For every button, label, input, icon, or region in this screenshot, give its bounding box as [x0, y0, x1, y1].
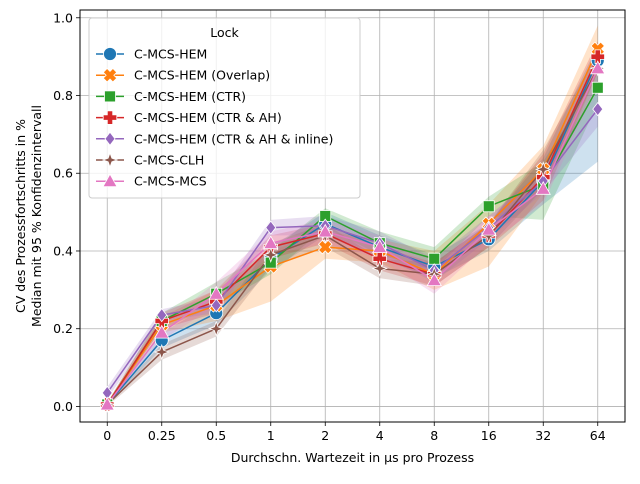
confidence-band-0	[107, 44, 598, 407]
y-axis-ticks: 0.0 0.2 0.4 0.6 0.8 1.0	[53, 10, 80, 414]
legend-marker	[102, 110, 118, 125]
series-lines	[106, 48, 599, 406]
data-point	[372, 251, 387, 266]
legend-item: C-MCS-HEM (CTR & AH)	[96, 110, 282, 125]
x-tick-label: 2	[321, 428, 329, 443]
data-point	[153, 343, 170, 361]
legend-label: C-MCS-CLH	[134, 153, 204, 168]
x-tick-label: 32	[535, 428, 551, 443]
y-tick-label: 0.6	[53, 166, 73, 181]
y-axis-label-line-1: CV des Prozessfortschritts in %	[13, 119, 28, 313]
legend-marker	[103, 47, 117, 61]
data-point	[535, 180, 551, 195]
data-point	[590, 60, 606, 75]
y-axis-label: CV des Prozessfortschritts in % Median m…	[13, 105, 44, 327]
confidence-band-5	[107, 52, 598, 407]
legend-label: C-MCS-MCS	[134, 174, 207, 189]
y-tick-label: 0.0	[53, 399, 73, 414]
data-point	[592, 101, 604, 117]
data-point	[372, 239, 388, 253]
legend-title: Lock	[210, 25, 239, 40]
series-line-6	[106, 67, 599, 405]
data-point	[208, 320, 225, 337]
series-line-3	[106, 56, 599, 405]
legend-box	[88, 17, 361, 199]
y-tick-label: 0.4	[53, 243, 73, 258]
legend-label: C-MCS-HEM (CTR & AH & inline)	[134, 131, 333, 146]
legend-item: C-MCS-MCS	[96, 173, 207, 189]
legend-marker	[102, 173, 118, 188]
y-tick-label: 0.8	[53, 88, 73, 103]
legend-item: C-MCS-HEM (CTR & AH & inline)	[96, 131, 333, 146]
x-tick-label: 0.25	[148, 428, 176, 443]
series-line-5	[106, 67, 599, 406]
data-point	[371, 260, 388, 277]
series-line-2	[106, 87, 599, 405]
legend-marker	[104, 90, 116, 103]
data-point	[208, 285, 224, 300]
legend-item: C-MCS-HEM (CTR)	[96, 89, 246, 104]
data-point	[156, 307, 168, 323]
series-markers	[99, 41, 606, 413]
legend-marker	[101, 151, 119, 169]
series-line-0	[106, 60, 599, 405]
data-point	[428, 252, 441, 265]
legend-label: C-MCS-HEM (CTR & AH)	[134, 110, 282, 125]
x-tick-label: 1	[267, 428, 275, 443]
data-point	[591, 81, 604, 94]
data-point	[481, 221, 497, 236]
legend-item: C-MCS-HEM (Overlap)	[96, 68, 270, 83]
data-point	[265, 220, 277, 235]
data-point	[426, 272, 442, 287]
data-point	[317, 223, 333, 238]
legend-item: C-MCS-HEM	[96, 47, 207, 62]
legend-marker	[104, 131, 116, 146]
data-point	[262, 246, 279, 264]
x-tick-label: 0	[103, 428, 111, 443]
y-tick-label: 0.2	[53, 321, 73, 336]
data-point	[210, 298, 222, 313]
data-point	[590, 49, 605, 64]
legend: Lock C-MCS-HEM C-MCS-HEM (Overlap) C-MCS-H…	[88, 17, 361, 199]
data-point	[154, 324, 170, 339]
series-line-1	[106, 48, 599, 405]
x-tick-label: 8	[430, 428, 438, 443]
legend-marker	[102, 67, 118, 83]
series-line-4	[106, 108, 599, 394]
x-axis-label: Durchschn. Wartezeit in µs pro Prozess	[231, 450, 474, 465]
x-tick-label: 4	[376, 428, 384, 443]
plot-frame	[79, 9, 626, 423]
x-tick-label: 64	[590, 428, 606, 443]
confidence-band-4	[107, 91, 598, 399]
data-point	[482, 200, 495, 213]
x-tick-label: 16	[481, 428, 497, 443]
legend-label: C-MCS-HEM (CTR)	[134, 89, 246, 104]
y-tick-label: 1.0	[53, 10, 73, 25]
x-axis-ticks: 0 0.25 0.5 1 2 4 8 16 32 64	[103, 422, 606, 443]
data-point	[535, 161, 552, 178]
data-point	[263, 235, 279, 250]
legend-label: C-MCS-HEM	[134, 47, 207, 62]
x-tick-label: 0.5	[206, 428, 226, 443]
legend-item: C-MCS-CLH	[96, 151, 204, 169]
data-point	[99, 396, 115, 411]
legend-label: C-MCS-HEM (Overlap)	[134, 68, 270, 83]
y-axis-label-line-2: Median mit 95 % Konfidenzintervall	[29, 105, 44, 327]
